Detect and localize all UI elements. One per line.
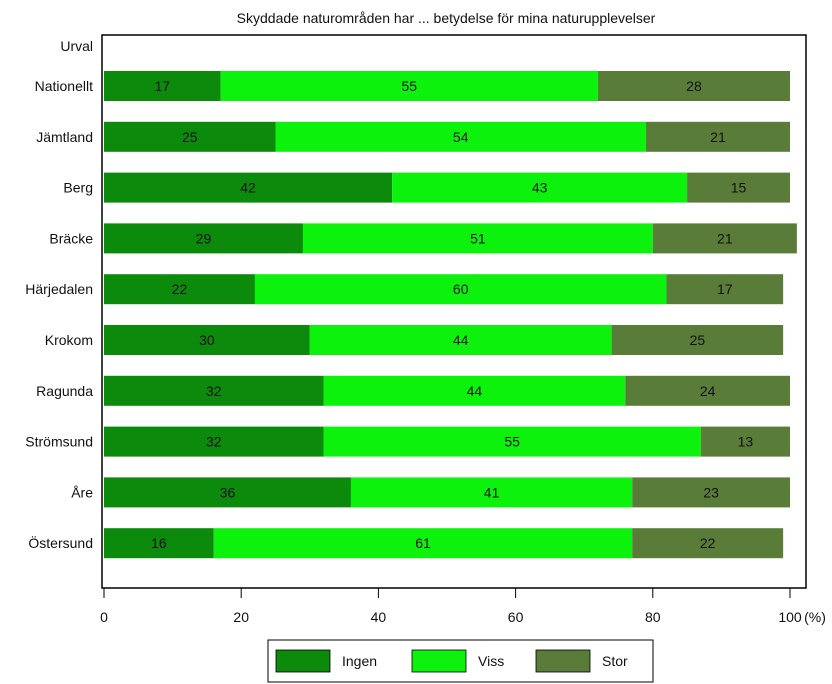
bar-segment-stor: [687, 172, 790, 203]
bar-segment-viss: [275, 121, 646, 152]
bar-segment-stor: [652, 223, 797, 254]
data-label: 13: [738, 434, 754, 450]
data-label: 25: [182, 129, 198, 145]
x-axis: 0 20 40 60 80 100: [100, 588, 802, 625]
data-label: 22: [700, 535, 716, 551]
bar-segment-ingen: [104, 325, 310, 355]
category-label: Nationellt: [35, 78, 93, 94]
x-tick-label: 40: [371, 609, 387, 625]
legend-swatch-viss: [411, 649, 467, 673]
bar-segment-ingen: [104, 172, 393, 203]
bar-segment-ingen: [104, 121, 276, 152]
bar-segment-stor: [632, 477, 790, 508]
legend-label-stor: Stor: [602, 653, 628, 669]
bar-segment-stor: [645, 121, 790, 152]
data-label: 17: [717, 281, 733, 297]
category-label: Åre: [71, 484, 93, 500]
data-label: 17: [155, 78, 171, 94]
data-label: 16: [151, 535, 167, 551]
bar-segment-viss: [220, 71, 598, 101]
category-label: Jämtland: [36, 129, 93, 145]
data-label: 54: [453, 129, 469, 145]
bar-segment-ingen: [104, 528, 214, 559]
bar-segment-ingen: [104, 426, 324, 457]
bar-segment-viss: [254, 274, 667, 305]
data-label: 25: [690, 332, 706, 348]
data-label: 43: [532, 180, 548, 196]
bar-segment-ingen: [104, 223, 303, 254]
bar-segment-stor: [666, 274, 784, 305]
category-labels: Nationellt Jämtland Berg Bräcke Härjedalen Kr…: [25, 78, 93, 551]
data-label: 42: [240, 180, 256, 196]
legend-label-ingen: Ingen: [342, 653, 377, 669]
data-label: 32: [206, 434, 222, 450]
x-tick-label: 20: [233, 609, 249, 625]
bar-segment-stor: [611, 325, 784, 355]
bar-segment-stor: [632, 528, 784, 559]
data-label: 30: [199, 332, 215, 348]
chart-title: Skyddade naturområden har ... betydelse …: [237, 10, 656, 26]
data-label: 61: [415, 535, 431, 551]
category-label: Härjedalen: [25, 281, 93, 297]
category-label: Östersund: [28, 534, 93, 551]
x-tick-label: 60: [508, 609, 524, 625]
data-label: 60: [453, 281, 469, 297]
bar-segment-viss: [350, 477, 633, 508]
bar-segment-ingen: [104, 71, 221, 101]
category-label: Berg: [63, 180, 93, 196]
bar-segment-ingen: [104, 375, 324, 406]
data-label: 22: [172, 281, 188, 297]
bars-group: 17 55 28 25 54 21 42 43 15 29 51 21 22 60 17 30 44 25 32 44…: [104, 71, 797, 559]
bar-segment-stor: [625, 375, 790, 406]
category-label: Krokom: [45, 332, 93, 348]
data-label: 55: [401, 78, 417, 94]
legend-swatch-stor: [535, 649, 591, 673]
bar-segment-viss: [309, 325, 612, 355]
bar-segment-viss: [323, 375, 626, 406]
data-label: 41: [484, 484, 500, 500]
data-label: 44: [453, 332, 469, 348]
data-label: 21: [710, 129, 726, 145]
bar-segment-viss: [323, 426, 701, 457]
data-label: 55: [504, 434, 520, 450]
category-header: Urval: [60, 38, 93, 54]
category-label: Bräcke: [49, 230, 93, 246]
data-label: 32: [206, 383, 222, 399]
bar-segment-viss: [392, 172, 688, 203]
x-axis-unit: (%): [804, 609, 826, 625]
data-label: 15: [731, 180, 747, 196]
bar-segment-ingen: [104, 274, 255, 305]
bar-segment-ingen: [104, 477, 351, 508]
bar-segment-stor: [700, 426, 790, 457]
data-label: 28: [686, 78, 702, 94]
legend-swatch-ingen: [275, 649, 331, 673]
bar-segment-viss: [302, 223, 653, 254]
plot-frame: [101, 34, 807, 589]
bar-segment-stor: [597, 71, 790, 101]
data-label: 24: [700, 383, 716, 399]
legend: Ingen Viss Stor: [267, 639, 654, 683]
data-label: 36: [220, 484, 236, 500]
x-tick-label: 100: [778, 609, 802, 625]
data-label: 29: [196, 230, 212, 246]
category-label: Ragunda: [36, 383, 93, 399]
data-label: 44: [467, 383, 483, 399]
bar-segment-viss: [213, 528, 633, 559]
category-label: Strömsund: [25, 434, 93, 450]
data-label: 51: [470, 230, 486, 246]
x-tick-label: 0: [100, 609, 108, 625]
x-tick-label: 80: [645, 609, 661, 625]
data-label: 23: [703, 484, 719, 500]
legend-label-viss: Viss: [478, 653, 504, 669]
data-label: 21: [717, 230, 733, 246]
